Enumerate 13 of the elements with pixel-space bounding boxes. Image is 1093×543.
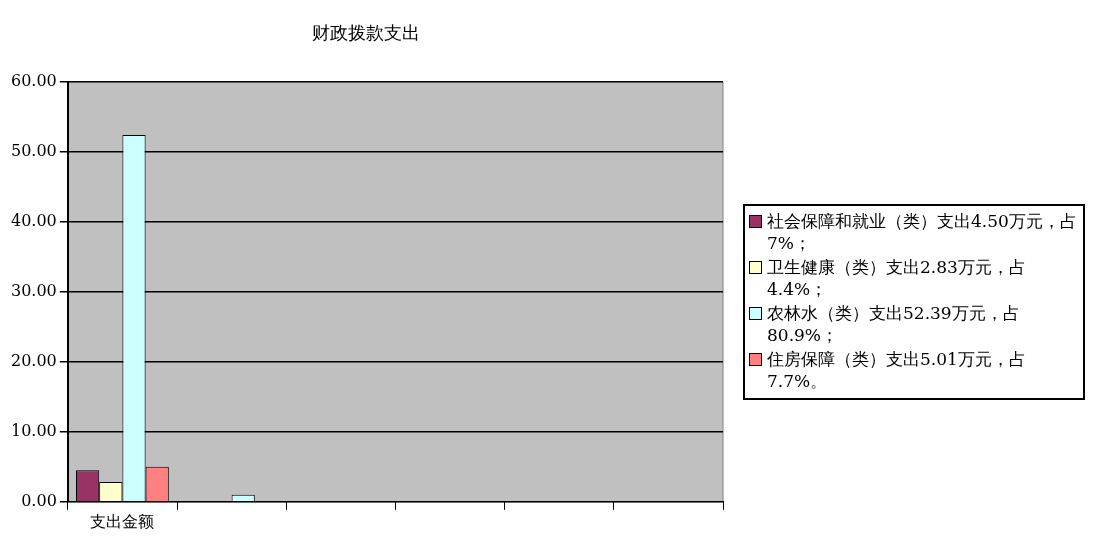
x-tick-label: 支出金额: [90, 511, 155, 531]
y-tick-label: 0.00: [21, 490, 57, 510]
y-tick-label: 10.00: [10, 420, 57, 440]
legend-label: 住房保障（类）支出5.01万元，占7.7%。: [767, 347, 1027, 392]
y-tick-label: 60.00: [10, 70, 57, 90]
chart-title: 财政拨款支出: [311, 22, 420, 44]
y-tick-label: 40.00: [10, 210, 57, 230]
y-tick-label: 50.00: [10, 140, 57, 160]
legend-label: 社会保障和就业（类）支出4.50万元，占7%；: [767, 209, 1078, 254]
y-tick-label: 30.00: [10, 280, 57, 300]
legend-label: 农林水（类）支出52.39万元，占80.9%；: [767, 301, 1021, 346]
legend-label: 卫生健康（类）支出2.83万元，占4.4%；: [767, 255, 1027, 300]
y-tick-label: 20.00: [10, 350, 57, 370]
